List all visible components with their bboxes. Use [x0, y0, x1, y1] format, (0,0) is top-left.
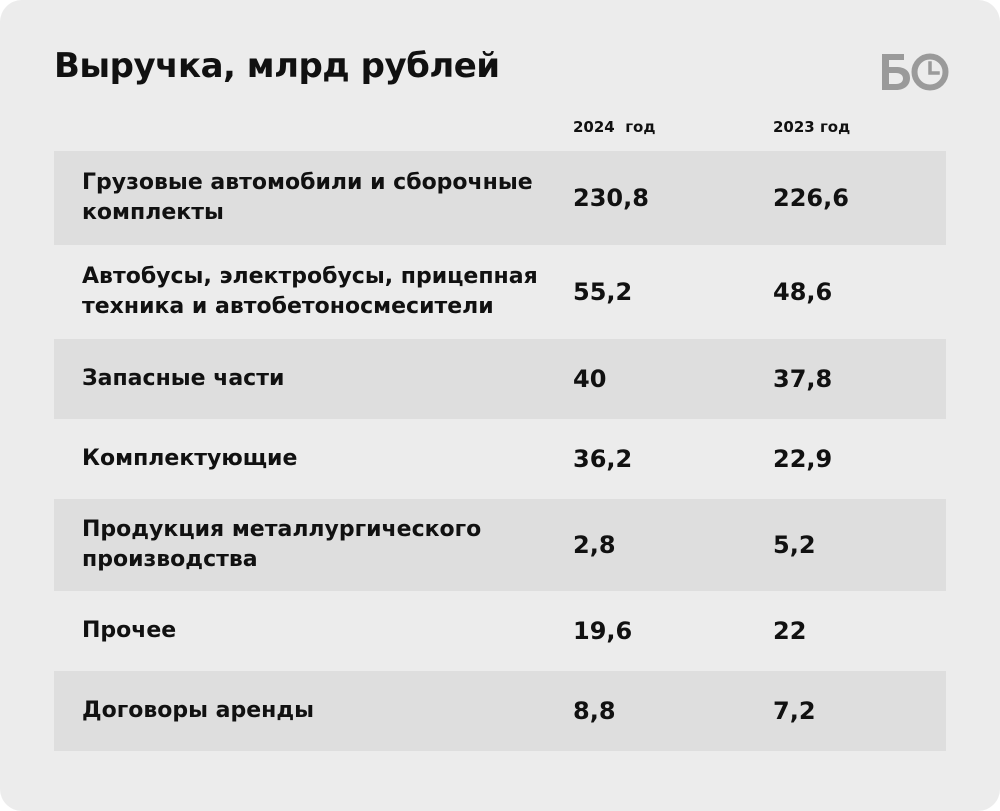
- row-label: Договоры аренды: [82, 698, 315, 723]
- column-header-2023: 2023 год: [773, 118, 851, 136]
- bo-logo: БО: [882, 53, 949, 91]
- column-header-2024: 2024 год: [573, 118, 656, 136]
- revenue-table: Грузовые автомобили и сборочные комплект…: [54, 151, 946, 751]
- table-row: Грузовые автомобили и сборочные комплект…: [54, 151, 946, 245]
- table-row: Автобусы, электробусы, прицепная техника…: [54, 245, 946, 339]
- value-2023: 226,6: [773, 184, 849, 212]
- value-2024: 19,6: [573, 617, 633, 645]
- value-2024: 230,8: [573, 184, 649, 212]
- value-2024: 40: [573, 365, 607, 393]
- row-label: Запасные части: [82, 366, 285, 391]
- value-2024: 2,8: [573, 531, 616, 559]
- value-2024: 55,2: [573, 278, 633, 306]
- row-label: Прочее: [82, 618, 177, 643]
- value-2023: 22,9: [773, 445, 833, 473]
- table-row: Запасные части 40 37,8: [54, 339, 946, 419]
- page-title: Выручка, млрд рублей: [54, 46, 500, 86]
- value-2023: 7,2: [773, 697, 816, 725]
- table-row: Договоры аренды 8,8 7,2: [54, 671, 946, 751]
- row-label: Комплектующие: [82, 446, 298, 471]
- value-2023: 37,8: [773, 365, 833, 393]
- table-row: Прочее 19,6 22: [54, 591, 946, 671]
- table-row: Комплектующие 36,2 22,9: [54, 419, 946, 499]
- table-row: Продукция металлургического производства…: [54, 499, 946, 591]
- row-label: Продукция металлургического производства: [82, 517, 482, 572]
- row-label: Грузовые автомобили и сборочные комплект…: [82, 170, 533, 225]
- value-2023: 48,6: [773, 278, 833, 306]
- value-2023: 22: [773, 617, 807, 645]
- value-2024: 8,8: [573, 697, 616, 725]
- value-2023: 5,2: [773, 531, 816, 559]
- row-label: Автобусы, электробусы, прицепная техника…: [82, 264, 538, 319]
- value-2024: 36,2: [573, 445, 633, 473]
